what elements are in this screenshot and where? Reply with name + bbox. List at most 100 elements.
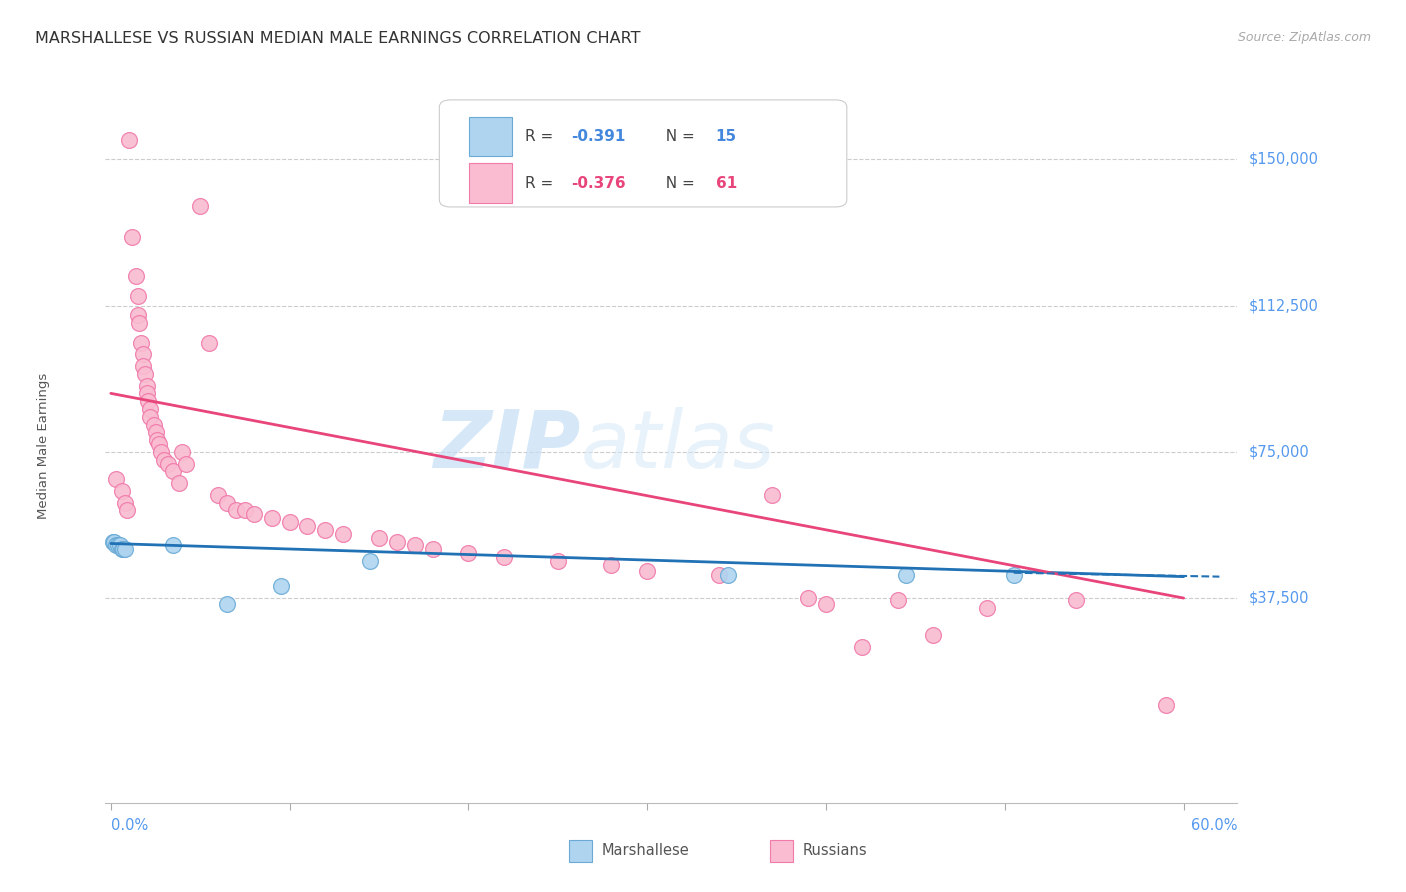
Point xyxy=(1066,593,1088,607)
Point xyxy=(125,269,148,284)
Point xyxy=(103,534,125,549)
Point xyxy=(636,564,658,578)
Point xyxy=(153,452,176,467)
Point xyxy=(851,640,873,654)
Point xyxy=(162,538,184,552)
Text: $75,000: $75,000 xyxy=(1249,444,1309,459)
Point xyxy=(127,309,149,323)
Point xyxy=(278,515,301,529)
Point xyxy=(118,133,141,147)
Point xyxy=(717,567,740,582)
Text: N =: N = xyxy=(655,129,699,145)
Point xyxy=(162,464,184,478)
Text: -0.376: -0.376 xyxy=(571,176,626,191)
Point xyxy=(198,335,221,350)
Point xyxy=(139,409,162,424)
Point xyxy=(105,472,128,486)
Point xyxy=(260,511,283,525)
Text: $37,500: $37,500 xyxy=(1249,591,1309,606)
Point xyxy=(127,289,149,303)
Point xyxy=(128,316,150,330)
Point xyxy=(148,437,170,451)
Text: Russians: Russians xyxy=(803,844,868,858)
Point xyxy=(385,534,408,549)
Point xyxy=(707,567,730,582)
Point xyxy=(332,526,354,541)
Point xyxy=(404,538,426,552)
Text: N =: N = xyxy=(655,176,699,191)
Point xyxy=(494,550,516,565)
Text: $150,000: $150,000 xyxy=(1249,152,1319,167)
Text: $112,500: $112,500 xyxy=(1249,298,1319,313)
Point xyxy=(886,593,908,607)
Point xyxy=(138,394,160,409)
Point xyxy=(146,433,169,447)
Text: R =: R = xyxy=(526,176,558,191)
Point xyxy=(110,483,132,498)
Point xyxy=(797,591,820,605)
Text: 15: 15 xyxy=(716,129,737,145)
Point xyxy=(114,495,136,509)
Point xyxy=(105,538,128,552)
Point xyxy=(207,488,229,502)
Point xyxy=(135,386,157,401)
Text: 60.0%: 60.0% xyxy=(1191,818,1237,833)
Point xyxy=(761,488,783,502)
Point xyxy=(270,579,292,593)
Point xyxy=(110,542,132,557)
Point xyxy=(922,628,945,642)
Point xyxy=(108,538,131,552)
Point xyxy=(107,538,129,552)
Point xyxy=(547,554,569,568)
Text: Median Male Earnings: Median Male Earnings xyxy=(37,373,49,519)
Text: 61: 61 xyxy=(716,176,737,191)
Point xyxy=(1154,698,1177,713)
Text: atlas: atlas xyxy=(581,407,776,485)
Point xyxy=(243,508,266,522)
Point xyxy=(139,401,162,416)
Point xyxy=(101,534,124,549)
Point xyxy=(135,378,157,392)
Point xyxy=(134,367,156,381)
Point xyxy=(314,523,336,537)
Point xyxy=(359,554,381,568)
Point xyxy=(167,476,190,491)
Point xyxy=(142,417,165,432)
Point xyxy=(233,503,256,517)
Point xyxy=(174,457,197,471)
Point xyxy=(600,558,623,572)
Point xyxy=(896,567,918,582)
Point xyxy=(976,600,998,615)
Point xyxy=(149,445,172,459)
Point xyxy=(422,542,444,557)
Point xyxy=(129,335,152,350)
Text: Source: ZipAtlas.com: Source: ZipAtlas.com xyxy=(1237,31,1371,45)
Text: 0.0%: 0.0% xyxy=(111,818,148,833)
FancyBboxPatch shape xyxy=(468,163,512,202)
Point xyxy=(112,542,135,557)
Point xyxy=(368,531,391,545)
Point xyxy=(115,503,138,517)
Point xyxy=(815,597,838,611)
Point xyxy=(145,425,167,440)
Point xyxy=(121,230,143,244)
Point xyxy=(225,503,247,517)
Point xyxy=(457,546,479,560)
Text: Marshallese: Marshallese xyxy=(602,844,689,858)
Point xyxy=(297,519,319,533)
Point xyxy=(132,347,155,361)
Point xyxy=(157,457,180,471)
Text: MARSHALLESE VS RUSSIAN MEDIAN MALE EARNINGS CORRELATION CHART: MARSHALLESE VS RUSSIAN MEDIAN MALE EARNI… xyxy=(35,31,641,46)
Text: R =: R = xyxy=(526,129,558,145)
Point xyxy=(215,597,238,611)
Point xyxy=(215,495,238,509)
FancyBboxPatch shape xyxy=(439,100,846,207)
Point xyxy=(188,199,211,213)
Text: ZIP: ZIP xyxy=(433,407,581,485)
Point xyxy=(132,359,155,373)
Text: -0.391: -0.391 xyxy=(571,129,626,145)
Point xyxy=(1002,567,1025,582)
Point xyxy=(172,445,194,459)
FancyBboxPatch shape xyxy=(468,117,512,156)
Point xyxy=(114,542,136,557)
